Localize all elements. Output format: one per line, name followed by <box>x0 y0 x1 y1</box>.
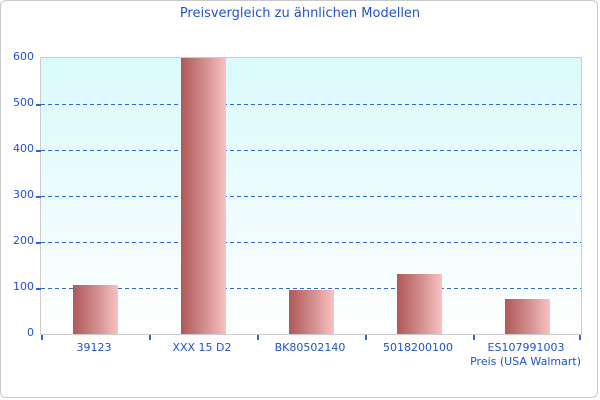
x-axis-tick <box>149 335 151 340</box>
y-axis-tick <box>36 241 41 244</box>
x-tick-label: 5018200100 <box>383 341 453 354</box>
x-axis-tick <box>473 335 475 340</box>
y-tick-label: 300 <box>13 188 34 201</box>
x-axis-tick <box>579 335 581 340</box>
bar <box>504 299 550 334</box>
gridline <box>41 150 581 151</box>
y-tick-label: 500 <box>13 96 34 109</box>
y-axis-tick <box>36 195 41 198</box>
gridline <box>41 242 581 243</box>
bar <box>396 274 442 334</box>
gridline <box>41 104 581 105</box>
y-axis-tick <box>36 287 41 290</box>
bar <box>180 58 226 334</box>
x-tick-label: XXX 15 D2 <box>172 341 232 354</box>
y-axis-tick <box>36 149 41 152</box>
y-tick-label: 0 <box>27 326 34 339</box>
x-tick-label: ES107991003 <box>487 341 565 354</box>
y-tick-label: 100 <box>13 280 34 293</box>
x-tick-label: BK80502140 <box>274 341 346 354</box>
x-tick-label: 39123 <box>76 341 112 354</box>
bar <box>72 285 118 334</box>
x-axis-title: Preis (USA Walmart) <box>470 355 581 368</box>
x-axis-tick <box>41 335 43 340</box>
bar <box>288 290 334 334</box>
y-tick-label: 400 <box>13 142 34 155</box>
y-axis-tick <box>36 103 41 106</box>
plot-area <box>36 57 582 340</box>
chart-title: Preisvergleich zu ähnlichen Modellen <box>179 6 421 21</box>
gridline <box>41 288 581 289</box>
x-axis-tick <box>365 335 367 340</box>
y-tick-label: 600 <box>13 50 34 63</box>
y-tick-label: 200 <box>13 234 34 247</box>
x-axis-tick <box>257 335 259 340</box>
gridline <box>41 196 581 197</box>
